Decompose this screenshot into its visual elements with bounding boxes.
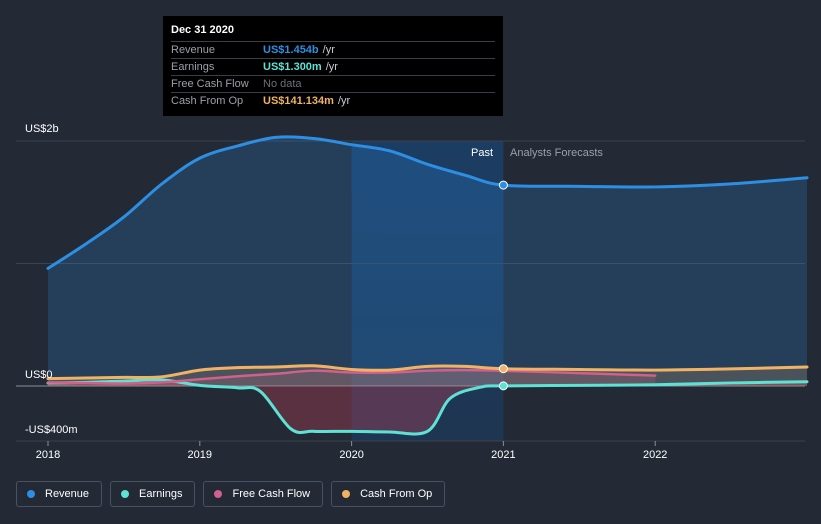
tooltip-date: Dec 31 2020: [171, 24, 234, 36]
legend-dot-icon: [27, 490, 35, 498]
past-label: Past: [471, 147, 494, 159]
tooltip-key: Earnings: [171, 61, 215, 73]
x-tick-label: 2022: [643, 449, 667, 461]
legend-item-revenue[interactable]: Revenue: [16, 481, 103, 507]
marker-earnings: [498, 381, 508, 391]
legend-item-cash-from-op[interactable]: Cash From Op: [331, 481, 446, 507]
area-earnings: [48, 379, 807, 434]
y-tick-label: US$0: [25, 369, 53, 381]
line-revenue: [46, 135, 809, 270]
legend-item-earnings[interactable]: Earnings: [110, 481, 196, 507]
line-earnings: [46, 378, 809, 436]
legend-dot-icon: [121, 490, 130, 498]
y-tick-label: US$2b: [25, 123, 59, 135]
legend-label: Free Cash Flow: [232, 488, 311, 500]
tooltip-key: Revenue: [171, 44, 216, 56]
tooltip-value: US$141.134m: [263, 95, 334, 107]
tooltip-row-revenue: Revenue US$1.454b /yr: [171, 41, 495, 58]
tooltip-key: Free Cash Flow: [171, 78, 249, 90]
line-cash-from-op: [46, 364, 809, 381]
legend-item-free-cash-flow[interactable]: Free Cash Flow: [203, 481, 324, 507]
marker-revenue: [498, 180, 508, 190]
legend-label: Revenue: [45, 488, 90, 500]
forecast-label: Analysts Forecasts: [510, 147, 603, 159]
tooltip-unit: /yr: [322, 44, 335, 56]
tooltip: Dec 31 2020 Revenue US$1.454b /yr Earnin…: [163, 16, 503, 116]
tooltip-value: US$1.454b: [263, 44, 319, 56]
x-tick-label: 2020: [339, 449, 363, 461]
tooltip-row-free-cash-flow: Free Cash Flow No data: [171, 75, 495, 92]
legend-dot-icon: [342, 490, 351, 498]
tooltip-row-earnings: Earnings US$1.300m /yr: [171, 58, 495, 75]
marker-cash-from-op: [498, 364, 508, 374]
y-tick-label: -US$400m: [25, 424, 78, 436]
legend-dot-icon: [214, 490, 223, 498]
x-tick-label: 2019: [188, 449, 212, 461]
highlight-band: [351, 141, 504, 441]
tooltip-unit: /yr: [325, 61, 338, 73]
tooltip-key: Cash From Op: [171, 95, 244, 107]
tooltip-row-cash-from-op: Cash From Op US$141.134m /yr: [171, 92, 495, 109]
legend-label: Cash From Op: [360, 488, 433, 500]
x-tick-label: 2018: [36, 449, 60, 461]
tooltip-value: No data: [263, 78, 302, 90]
tooltip-unit: /yr: [337, 95, 351, 107]
legend-label: Earnings: [139, 488, 183, 500]
legend: Revenue Earnings Free Cash Flow Cash Fro…: [16, 481, 446, 507]
tooltip-value: US$1.300m: [263, 61, 322, 73]
area-revenue: [48, 136, 807, 386]
line-free-cash-flow: [46, 368, 657, 385]
x-tick-label: 2021: [491, 449, 515, 461]
